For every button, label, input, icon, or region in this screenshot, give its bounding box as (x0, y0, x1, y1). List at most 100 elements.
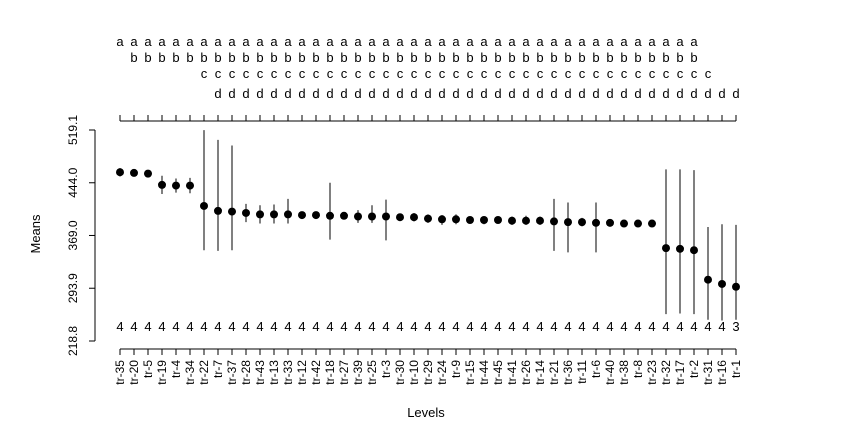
group-letter: a (522, 34, 530, 49)
n-label: 4 (158, 319, 165, 334)
group-letter: c (621, 66, 628, 81)
group-letter: c (215, 66, 222, 81)
group-letter: a (172, 34, 180, 49)
n-label: 4 (144, 319, 151, 334)
group-letter: b (214, 50, 221, 65)
group-letter: b (410, 50, 417, 65)
group-letter: d (466, 86, 473, 101)
group-letter: d (340, 86, 347, 101)
n-label: 4 (452, 319, 459, 334)
y-tick-label: 369.0 (66, 220, 80, 250)
x-tick-label: tr-11 (575, 360, 589, 384)
n-label: 4 (410, 319, 417, 334)
n-label: 4 (662, 319, 669, 334)
group-letter: a (396, 34, 404, 49)
group-letter: d (564, 86, 571, 101)
group-letter: a (116, 34, 124, 49)
n-label: 4 (382, 319, 389, 334)
mean-point (648, 219, 656, 228)
n-label: 4 (242, 319, 249, 334)
group-letter: b (564, 50, 571, 65)
mean-point (592, 218, 600, 227)
group-letter: b (340, 50, 347, 65)
mean-point (704, 275, 712, 284)
mean-point (186, 181, 194, 190)
x-tick-label: tr-34 (183, 360, 197, 385)
group-letter: c (523, 66, 530, 81)
group-letter: a (620, 34, 628, 49)
mean-point (256, 210, 264, 219)
mean-point (718, 279, 726, 288)
group-letter: a (256, 34, 264, 49)
group-letter: d (382, 86, 389, 101)
group-letter: c (663, 66, 670, 81)
group-letter: d (424, 86, 431, 101)
group-letter: b (298, 50, 305, 65)
n-label: 4 (620, 319, 627, 334)
x-tick-label: tr-13 (267, 360, 281, 385)
x-tick-label: tr-27 (337, 360, 351, 385)
group-letter: d (284, 86, 291, 101)
group-letter: b (144, 50, 151, 65)
mean-point (382, 212, 390, 221)
mean-point (214, 206, 222, 215)
group-letter: b (480, 50, 487, 65)
n-label: 4 (284, 319, 291, 334)
group-letter: c (649, 66, 656, 81)
mean-point (634, 219, 642, 228)
group-letter: b (466, 50, 473, 65)
group-letter: a (410, 34, 418, 49)
group-letter: b (396, 50, 403, 65)
mean-point (312, 211, 320, 220)
group-letter: b (284, 50, 291, 65)
group-letter: c (705, 66, 712, 81)
group-letter: b (130, 50, 137, 65)
group-letter: a (676, 34, 684, 49)
group-letter: d (676, 86, 683, 101)
n-label: 4 (438, 319, 445, 334)
group-letter: c (565, 66, 572, 81)
x-tick-label: tr-43 (253, 360, 267, 385)
group-letter: b (676, 50, 683, 65)
group-letter: d (326, 86, 333, 101)
group-letter: d (522, 86, 529, 101)
mean-point (578, 218, 586, 227)
x-tick-label: tr-8 (631, 360, 645, 378)
mean-point (424, 214, 432, 223)
mean-point (228, 207, 236, 216)
n-label: 4 (312, 319, 319, 334)
n-label: 4 (480, 319, 487, 334)
n-label: 4 (648, 319, 655, 334)
x-tick-label: tr-42 (309, 360, 323, 385)
n-label: 4 (172, 319, 179, 334)
mean-point (326, 211, 334, 220)
group-letter: b (494, 50, 501, 65)
group-letter: c (285, 66, 292, 81)
group-letter: b (522, 50, 529, 65)
x-tick-label: tr-23 (645, 360, 659, 385)
x-tick-label: tr-41 (505, 360, 519, 385)
x-tick-label: tr-28 (239, 360, 253, 385)
group-letter: d (634, 86, 641, 101)
group-letter: a (158, 34, 166, 49)
mean-point (270, 210, 278, 219)
group-letter: a (284, 34, 292, 49)
group-letter: b (550, 50, 557, 65)
group-letter: c (341, 66, 348, 81)
group-letter: b (536, 50, 543, 65)
group-letter: a (312, 34, 320, 49)
n-label: 4 (424, 319, 431, 334)
group-letter: c (691, 66, 698, 81)
mean-point (564, 218, 572, 227)
group-letter: d (410, 86, 417, 101)
x-tick-label: tr-29 (421, 360, 435, 385)
x-tick-label: tr-21 (547, 360, 561, 385)
group-letter: b (256, 50, 263, 65)
x-tick-label: tr-37 (225, 360, 239, 385)
mean-point (340, 211, 348, 220)
group-letter: b (634, 50, 641, 65)
y-tick-label: 218.8 (66, 326, 80, 356)
group-letter: b (186, 50, 193, 65)
x-tick-label: tr-25 (365, 360, 379, 385)
